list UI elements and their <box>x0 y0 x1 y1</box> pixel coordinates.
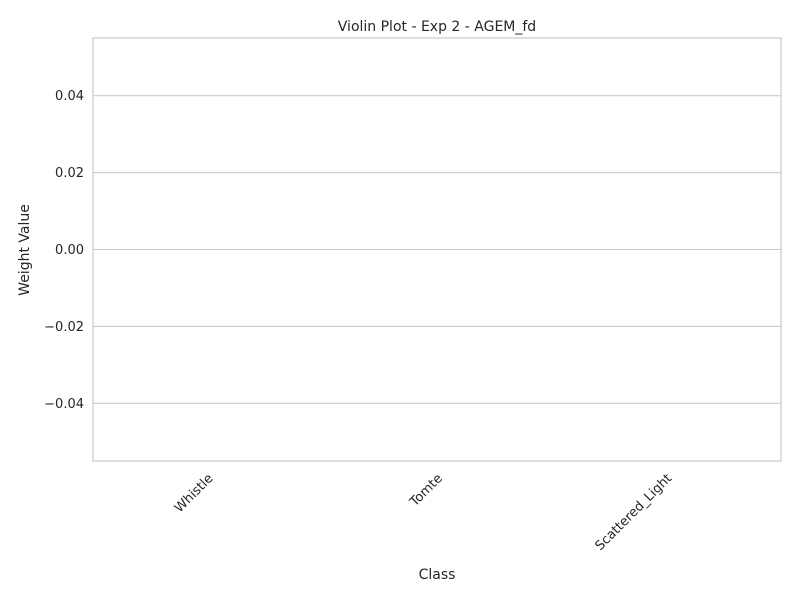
chart-title: Violin Plot - Exp 2 - AGEM_fd <box>338 19 536 35</box>
y-tick-label: 0.00 <box>55 243 84 258</box>
plot-frame <box>92 37 782 462</box>
y-tick-label: 0.02 <box>55 166 84 181</box>
y-tick-label: −0.02 <box>44 320 84 335</box>
x-axis-label: Class <box>419 567 456 583</box>
y-tick-labels: 0.04 0.02 0.00 −0.02 −0.04 <box>44 89 84 412</box>
y-axis-label: Weight Value <box>17 204 33 296</box>
y-tick-label: 0.04 <box>55 89 84 104</box>
grid-lines <box>93 95 781 404</box>
y-tick-label: −0.04 <box>44 397 84 412</box>
